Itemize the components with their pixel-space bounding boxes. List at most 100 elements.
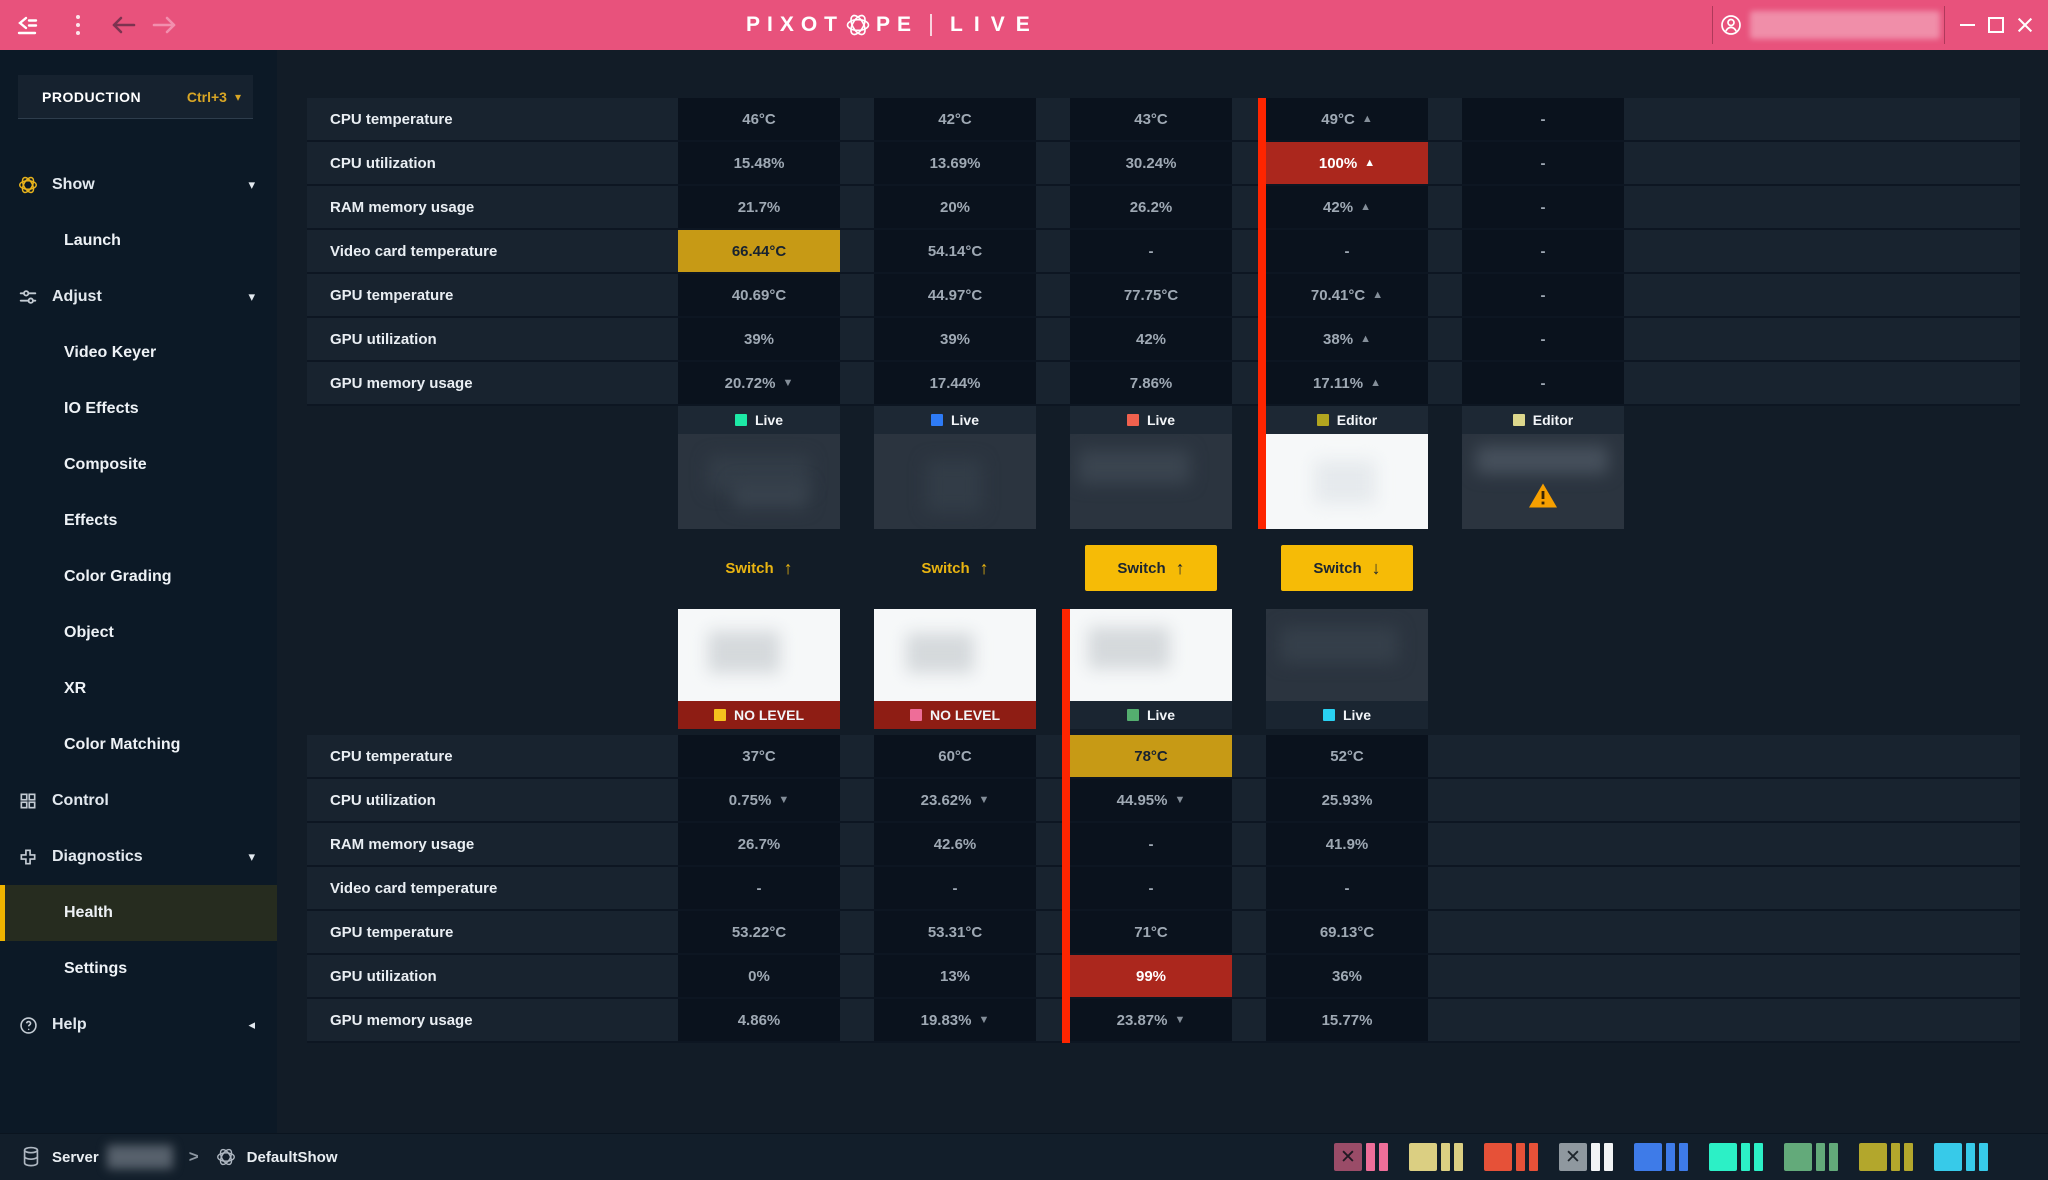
production-context-switcher[interactable]: PRODUCTION Ctrl+3 ▾ (18, 75, 253, 119)
metric-value-cell: 52°C (1266, 735, 1428, 779)
sidebar-section-help[interactable]: Help ◂ (0, 997, 277, 1053)
sidebar-item-launch[interactable]: Launch (0, 213, 277, 269)
pixotope-icon (16, 173, 40, 197)
status-color-square (713, 709, 726, 721)
metric-value-cell: - (1070, 823, 1232, 867)
status-badge: Editor (1462, 406, 1624, 434)
switch-button[interactable]: Switch ↑ (678, 545, 840, 591)
sidebar-item-xr[interactable]: XR (0, 661, 277, 717)
switch-button-label: Switch (1313, 559, 1362, 577)
metric-value-cell: 43°C (1070, 98, 1232, 142)
status-badge-label: Live (1146, 412, 1175, 428)
preview-thumbnail[interactable] (678, 434, 840, 529)
sidebar-section-diagnostics[interactable]: Diagnostics ▾ (0, 829, 277, 885)
metric-value-cell: 19.83% ▼ (874, 999, 1036, 1043)
preview-thumbnail[interactable] (874, 434, 1036, 529)
metric-value: - (1148, 879, 1154, 897)
collapse-sidebar-icon[interactable] (10, 0, 44, 50)
production-label: PRODUCTION (42, 88, 142, 105)
status-badge: Live (874, 406, 1036, 434)
username-redacted[interactable] (1750, 11, 1940, 39)
sidebar-item-color-grading[interactable]: Color Grading (0, 549, 277, 605)
machine-indicator-group[interactable] (1934, 1143, 1988, 1171)
back-arrow-icon[interactable] (104, 0, 142, 50)
maximize-icon[interactable] (1981, 0, 2011, 50)
metric-value: - (1540, 154, 1546, 172)
metric-value-cell: 4.86% (678, 999, 840, 1043)
app-logo: PIXOT PE LIVE (746, 0, 1041, 50)
kebab-menu-icon[interactable] (66, 0, 90, 50)
machine-color-square (1859, 1143, 1887, 1171)
machine-indicator-group[interactable]: ✕ (1334, 1143, 1388, 1171)
metric-label: GPU utilization (330, 330, 437, 348)
machine-indicator-group[interactable] (1484, 1143, 1538, 1171)
titlebar-divider (1712, 6, 1713, 44)
metric-value: 13.69% (929, 154, 981, 172)
status-badge: Live (1070, 701, 1232, 729)
metric-value-cell: 30.24% (1070, 142, 1232, 186)
metric-value-cell: 7.86% (1070, 362, 1232, 406)
metric-label: Video card temperature (330, 879, 498, 897)
machine-indicator-group[interactable] (1859, 1143, 1913, 1171)
metric-value-cell: 71°C (1070, 911, 1232, 955)
sidebar-section-show[interactable]: Show ▾ (0, 157, 277, 213)
sidebar-item-composite[interactable]: Composite (0, 437, 277, 493)
machine-indicator-group[interactable] (1409, 1143, 1463, 1171)
metric-value: - (756, 879, 762, 897)
sidebar-item-color-matching[interactable]: Color Matching (0, 717, 277, 773)
metric-value-cell: 99% (1070, 955, 1232, 999)
machine-indicator-group[interactable]: ✕ (1559, 1143, 1613, 1171)
machine-channel-bar (1754, 1143, 1763, 1171)
metric-value: 40.69°C (731, 286, 787, 304)
machine-indicator-group[interactable] (1784, 1143, 1838, 1171)
sidebar-section-control[interactable]: Control (0, 773, 277, 829)
trend-down-icon: ▼ (782, 377, 794, 389)
metric-value-cell: 13% (874, 955, 1036, 999)
sidebar-item-label: Color Grading (64, 568, 172, 585)
metric-value-cell: - (1462, 318, 1624, 362)
metric-value-cell: 44.95% ▼ (1070, 779, 1232, 823)
status-badge-label: Live (950, 412, 979, 428)
sidebar-section-adjust[interactable]: Adjust ▾ (0, 269, 277, 325)
machine-indicator-group[interactable] (1634, 1143, 1688, 1171)
machine-channel-bar (1666, 1143, 1675, 1171)
switch-button[interactable]: Switch ↑ (1085, 545, 1217, 591)
switch-button[interactable]: Switch ↑ (874, 545, 1036, 591)
sidebar-item-io-effects[interactable]: IO Effects (0, 381, 277, 437)
machine-indicator-group[interactable] (1709, 1143, 1763, 1171)
server-label[interactable]: Server (52, 1148, 99, 1166)
metric-value: 52°C (1330, 747, 1364, 765)
sidebar-item-label: XR (64, 680, 87, 697)
preview-thumbnail[interactable] (678, 609, 840, 701)
minimize-icon[interactable] (1952, 0, 1982, 50)
metric-label: GPU memory usage (330, 374, 473, 392)
preview-thumbnail[interactable] (1070, 609, 1232, 701)
sidebar-item-label: Launch (64, 232, 121, 249)
status-badge-label: Live (1146, 707, 1175, 723)
breadcrumb: Server > DefaultShow (20, 1134, 338, 1180)
metric-label: Video card temperature (330, 242, 498, 260)
sidebar-item-settings[interactable]: Settings (0, 941, 277, 997)
preview-thumbnail[interactable] (1266, 434, 1428, 529)
sidebar-item-effects[interactable]: Effects (0, 493, 277, 549)
status-badge: Live (1266, 701, 1428, 729)
show-name[interactable]: DefaultShow (246, 1148, 338, 1166)
user-account-icon[interactable] (1716, 0, 1746, 50)
machine-channel-bar (1379, 1143, 1388, 1171)
sidebar-item-object[interactable]: Object (0, 605, 277, 661)
preview-thumbnail[interactable] (1266, 609, 1428, 701)
preview-thumbnail[interactable] (1462, 434, 1624, 529)
sidebar-item-health[interactable]: Health (0, 885, 277, 941)
metric-value-cell: 69.13°C (1266, 911, 1428, 955)
kebab-dots (76, 15, 80, 35)
metric-value-cell: 13.69% (874, 142, 1036, 186)
metric-value: 15.48% (733, 154, 785, 172)
warning-icon (1528, 482, 1558, 514)
sidebar-item-video-keyer[interactable]: Video Keyer (0, 325, 277, 381)
preview-thumbnail[interactable] (1070, 434, 1232, 529)
forward-arrow-icon[interactable] (146, 0, 184, 50)
switch-button[interactable]: Switch ↓ (1281, 545, 1413, 591)
status-badge: Editor (1266, 406, 1428, 434)
preview-thumbnail[interactable] (874, 609, 1036, 701)
